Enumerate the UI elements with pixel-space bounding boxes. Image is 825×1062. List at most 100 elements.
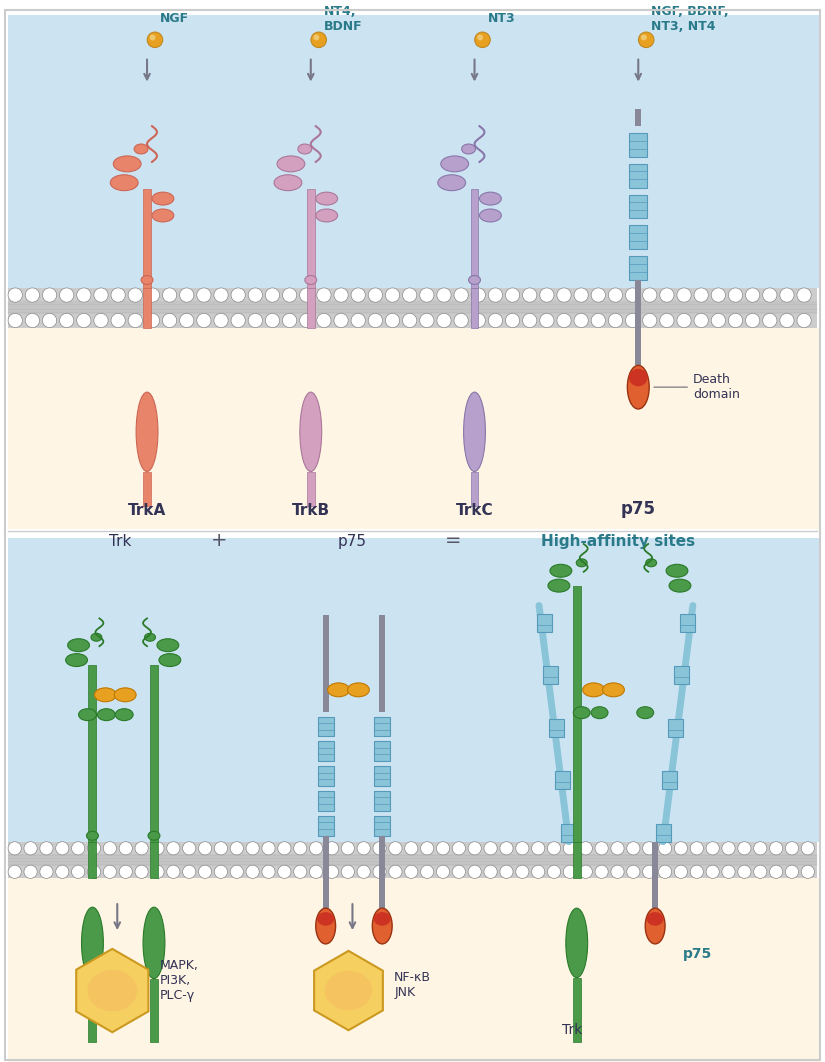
Circle shape — [722, 866, 735, 878]
Circle shape — [26, 288, 40, 303]
Bar — [150, 842, 158, 878]
Ellipse shape — [82, 907, 103, 979]
Circle shape — [548, 866, 561, 878]
Circle shape — [574, 288, 588, 303]
Circle shape — [548, 842, 561, 855]
Bar — [635, 327, 641, 365]
Circle shape — [471, 288, 485, 303]
Circle shape — [762, 288, 777, 303]
Ellipse shape — [144, 633, 155, 641]
Ellipse shape — [141, 275, 153, 285]
Circle shape — [163, 288, 177, 303]
Bar — [653, 842, 658, 878]
Circle shape — [342, 866, 355, 878]
Circle shape — [163, 313, 177, 327]
Ellipse shape — [136, 392, 158, 472]
Circle shape — [762, 313, 777, 327]
Circle shape — [506, 313, 520, 327]
Circle shape — [484, 842, 497, 855]
Circle shape — [676, 288, 691, 303]
Circle shape — [608, 288, 623, 303]
Circle shape — [722, 842, 735, 855]
Bar — [543, 666, 558, 684]
Circle shape — [8, 866, 21, 878]
Ellipse shape — [576, 559, 587, 567]
Circle shape — [468, 842, 481, 855]
Ellipse shape — [68, 638, 89, 652]
Ellipse shape — [566, 908, 587, 978]
Bar — [380, 836, 385, 878]
Circle shape — [797, 288, 811, 303]
Circle shape — [299, 313, 314, 327]
Circle shape — [592, 313, 606, 327]
Ellipse shape — [116, 708, 133, 721]
Ellipse shape — [318, 912, 334, 926]
Polygon shape — [314, 950, 383, 1030]
Circle shape — [246, 866, 259, 878]
Circle shape — [691, 842, 704, 855]
Bar — [318, 791, 333, 811]
Circle shape — [357, 866, 370, 878]
Polygon shape — [76, 948, 148, 1032]
Bar — [8, 538, 820, 842]
Bar — [629, 256, 647, 280]
Bar — [662, 771, 676, 789]
Text: NT4,
BDNF: NT4, BDNF — [323, 5, 362, 33]
Circle shape — [145, 288, 159, 303]
Ellipse shape — [347, 683, 370, 697]
Circle shape — [557, 313, 571, 327]
Circle shape — [128, 313, 143, 327]
Circle shape — [658, 866, 672, 878]
Text: NF-κB
JNK: NF-κB JNK — [394, 971, 431, 998]
Ellipse shape — [374, 912, 391, 926]
Circle shape — [641, 34, 647, 40]
Circle shape — [87, 842, 101, 855]
Circle shape — [738, 842, 751, 855]
Circle shape — [149, 34, 156, 40]
Circle shape — [42, 288, 57, 303]
Ellipse shape — [462, 144, 475, 154]
Circle shape — [94, 313, 108, 327]
Circle shape — [128, 288, 143, 303]
Bar — [573, 978, 581, 1042]
Circle shape — [674, 842, 687, 855]
Circle shape — [660, 288, 674, 303]
Bar — [8, 878, 820, 1062]
Circle shape — [694, 313, 709, 327]
Circle shape — [317, 313, 331, 327]
Ellipse shape — [479, 209, 502, 222]
Circle shape — [266, 288, 280, 303]
Circle shape — [214, 866, 228, 878]
Circle shape — [294, 842, 307, 855]
Circle shape — [135, 842, 148, 855]
Circle shape — [420, 313, 434, 327]
Circle shape — [421, 842, 434, 855]
Bar — [470, 189, 478, 288]
Ellipse shape — [148, 832, 160, 840]
Bar — [8, 327, 820, 529]
Circle shape — [531, 866, 545, 878]
Circle shape — [643, 842, 656, 855]
Text: TrkC: TrkC — [455, 503, 493, 518]
Circle shape — [540, 288, 554, 303]
Circle shape — [488, 288, 502, 303]
Circle shape — [294, 866, 307, 878]
Ellipse shape — [134, 144, 148, 154]
Ellipse shape — [629, 369, 648, 387]
Circle shape — [754, 866, 767, 878]
Circle shape — [167, 842, 180, 855]
Circle shape — [608, 313, 623, 327]
Ellipse shape — [157, 638, 179, 652]
Ellipse shape — [573, 706, 590, 719]
Circle shape — [754, 842, 767, 855]
Bar — [150, 665, 158, 842]
Ellipse shape — [304, 275, 317, 285]
Circle shape — [196, 313, 211, 327]
Ellipse shape — [87, 970, 137, 1011]
Circle shape — [531, 842, 545, 855]
Bar — [8, 288, 817, 327]
Bar — [573, 585, 581, 842]
Circle shape — [403, 313, 417, 327]
Bar — [549, 719, 564, 737]
Ellipse shape — [94, 688, 116, 702]
